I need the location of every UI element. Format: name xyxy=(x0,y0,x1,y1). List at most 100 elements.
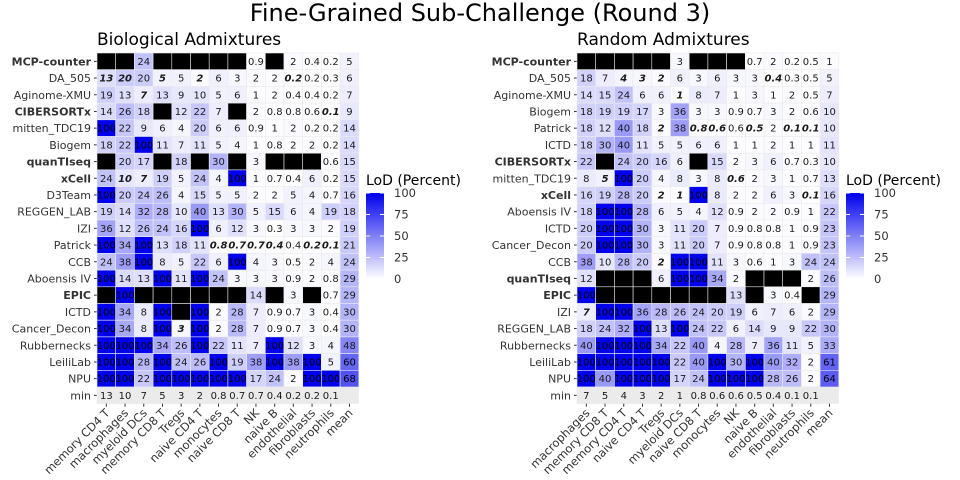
cell-label: 3 xyxy=(290,224,296,235)
cell-label: 2 xyxy=(808,374,814,385)
cell-label: 26 xyxy=(823,274,836,285)
row-label: Cancer_Decon xyxy=(492,239,571,252)
cell-label: 0.9 xyxy=(803,241,819,252)
cell-label: 5 xyxy=(215,140,221,151)
cell-label: 32 xyxy=(137,207,150,218)
legend-tick-label: 100 xyxy=(874,186,896,200)
cell-label: 3 xyxy=(658,241,664,252)
cell-label: 26 xyxy=(119,107,132,118)
heatmap-cell xyxy=(264,152,285,171)
row-label: REGGEN_LAB xyxy=(497,323,571,336)
cell-label: 64 xyxy=(823,374,836,385)
cell-label: 2 xyxy=(196,74,203,85)
cell-label: 100 xyxy=(265,341,284,352)
cell-label: 6 xyxy=(215,257,221,268)
cell-label: 0.8 xyxy=(210,241,228,252)
cell-label: 19 xyxy=(156,174,169,185)
cell-label: 1 xyxy=(789,224,795,235)
cell-label: 6 xyxy=(714,140,720,151)
heatmap-cell xyxy=(707,52,727,71)
cell-label: 0.2 xyxy=(304,74,320,85)
cell-label: 6 xyxy=(234,124,240,135)
cell-label: 2 xyxy=(215,307,221,318)
cell-label: 26 xyxy=(156,190,169,201)
legend-colorbar xyxy=(846,193,864,279)
cell-label: 0.4 xyxy=(285,90,301,101)
cell-label: 0.2 xyxy=(323,57,339,68)
cell-label: 1 xyxy=(677,391,683,402)
cell-label: 3 xyxy=(309,307,315,318)
cell-label: 5 xyxy=(178,257,184,268)
cell-label: 100 xyxy=(596,241,615,252)
cell-label: 100 xyxy=(209,374,228,385)
cell-label: 4 xyxy=(328,341,334,352)
cell-label: 12 xyxy=(119,224,132,235)
cell-label: 2 xyxy=(751,174,757,185)
cell-label: 22 xyxy=(119,140,132,151)
cell-label: 100 xyxy=(134,140,153,151)
heatmap-cell xyxy=(96,52,117,71)
heatmap-cell xyxy=(134,286,154,304)
cell-label: 24 xyxy=(617,157,630,168)
cell-label: 0.9 xyxy=(267,307,283,318)
cell-label: 100 xyxy=(708,357,727,368)
cell-label: 0.9 xyxy=(248,124,264,135)
cell-label: 22 xyxy=(580,157,593,168)
cell-label: 0.1 xyxy=(322,107,340,118)
legend-colorbar xyxy=(366,193,384,279)
cell-label: 0.7 xyxy=(267,174,283,185)
cell-label: 15 xyxy=(711,157,724,168)
cell-label: 2 xyxy=(733,157,739,168)
heatmap-cell xyxy=(115,52,135,71)
cell-label: 28 xyxy=(617,257,630,268)
cell-label: 40 xyxy=(580,341,593,352)
cell-label: 3 xyxy=(751,90,757,101)
cell-label: 4 xyxy=(309,190,315,201)
cell-label: 6 xyxy=(639,90,645,101)
cell-label: 2 xyxy=(789,107,795,118)
cell-label: 22 xyxy=(212,341,225,352)
heatmap-cell xyxy=(339,369,360,388)
cell-label: 34 xyxy=(119,307,132,318)
cell-label: 61 xyxy=(823,357,836,368)
cell-label: 0.8 xyxy=(285,107,301,118)
cell-label: 100 xyxy=(633,374,652,385)
cell-label: 6 xyxy=(159,124,165,135)
cell-label: 5 xyxy=(602,391,608,402)
cell-label: 13 xyxy=(730,291,743,302)
cell-label: 22 xyxy=(119,124,132,135)
heatmap-cell xyxy=(227,52,247,71)
cell-label: 3 xyxy=(253,157,259,168)
cell-label: 3 xyxy=(178,324,185,335)
cell-label: 0.7 xyxy=(323,291,339,302)
heatmap-cell xyxy=(595,269,615,288)
cell-label: 100 xyxy=(577,357,596,368)
cell-label: 1 xyxy=(808,207,814,218)
heatmap-cell xyxy=(190,52,210,71)
cell-label: 28 xyxy=(636,207,649,218)
row-label: min xyxy=(550,389,571,402)
cell-label: 6 xyxy=(658,274,664,285)
cell-label: 0.2 xyxy=(304,391,320,402)
cell-label: 23 xyxy=(823,224,836,235)
cell-label: 0.1 xyxy=(802,124,820,135)
cell-label: 6 xyxy=(695,140,701,151)
cell-label: 0.4 xyxy=(765,391,781,402)
cell-label: 0.3 xyxy=(803,157,819,168)
row-label: CIBERSORTx xyxy=(15,105,91,118)
cell-label: 0.8 xyxy=(747,241,763,252)
row-label: Aginome-XMU xyxy=(14,89,91,102)
cell-label: 1 xyxy=(770,257,776,268)
cell-label: 9 xyxy=(770,324,776,335)
cell-label: 20 xyxy=(636,190,649,201)
cell-label: 60 xyxy=(343,357,356,368)
heatmap-cell xyxy=(595,286,615,304)
cell-label: 40 xyxy=(692,357,705,368)
cell-label: 5 xyxy=(290,190,296,201)
cell-label: 16 xyxy=(655,157,668,168)
cell-label: 100 xyxy=(652,357,671,368)
heatmap-cell xyxy=(171,303,191,321)
cell-label: 19 xyxy=(599,190,612,201)
cell-label: 2 xyxy=(658,190,665,201)
